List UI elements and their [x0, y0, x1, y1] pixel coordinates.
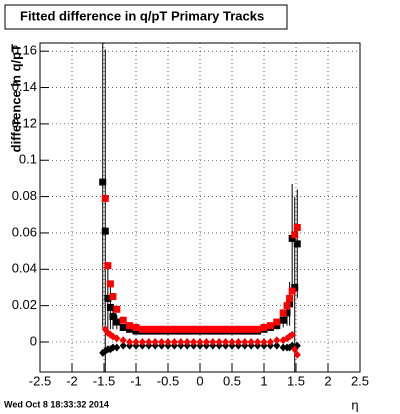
point: [228, 325, 236, 333]
point: [202, 325, 210, 333]
point: [273, 341, 281, 350]
point: [283, 302, 291, 310]
point: [273, 336, 281, 345]
plot-area: [99, 43, 301, 372]
y-tick-label: 0.08: [12, 188, 37, 203]
point: [266, 322, 274, 330]
point: [279, 309, 287, 317]
point: [293, 350, 301, 359]
point: [151, 338, 159, 347]
y-tick-label: 0.14: [12, 79, 37, 94]
point: [241, 325, 249, 333]
point: [291, 231, 299, 239]
point: [158, 325, 166, 333]
point: [170, 338, 178, 347]
point: [288, 287, 296, 295]
point: [170, 325, 178, 333]
point: [104, 294, 112, 302]
point: [279, 316, 287, 324]
point: [109, 313, 117, 321]
y-tick-label: 0.04: [12, 261, 37, 276]
y-tick-label: 0.1: [19, 152, 37, 167]
point: [247, 338, 255, 347]
point: [293, 240, 301, 248]
point: [266, 338, 274, 347]
x-tick-label: -0.5: [157, 373, 179, 388]
y-tick-label: 0.02: [12, 297, 37, 312]
point: [247, 325, 255, 333]
point: [101, 227, 109, 235]
point: [126, 322, 134, 330]
point: [126, 325, 134, 333]
point: [288, 330, 296, 339]
title-box: [4, 4, 288, 30]
point: [101, 194, 109, 202]
point: [291, 283, 299, 291]
x-tick-label: 2.5: [351, 373, 369, 388]
point: [209, 325, 217, 333]
point: [126, 338, 134, 347]
y-tick-label: 0.06: [12, 224, 37, 239]
point: [254, 338, 262, 347]
point: [196, 325, 204, 333]
point: [293, 223, 301, 231]
point: [99, 178, 107, 186]
x-axis-label: η: [351, 397, 358, 412]
x-tick-label: -1: [130, 373, 142, 388]
x-tick-label: -2.5: [29, 373, 51, 388]
y-tick-label: 0.16: [12, 43, 37, 58]
point: [234, 338, 242, 347]
point: [113, 343, 121, 352]
point: [138, 338, 146, 347]
chart-title: Fitted difference in q/pT Primary Tracks: [20, 8, 264, 23]
point: [177, 325, 185, 333]
point: [106, 280, 114, 288]
point: [286, 294, 294, 302]
point: [183, 325, 191, 333]
point: [222, 338, 230, 347]
point: [119, 341, 127, 350]
point: [119, 323, 127, 331]
point: [151, 325, 159, 333]
point: [109, 343, 117, 352]
point: [113, 318, 121, 326]
point: [119, 316, 127, 324]
footer: Wed Oct 8 18:33:32 2014: [4, 399, 109, 409]
point: [283, 309, 291, 317]
point: [279, 343, 287, 352]
x-tick-label: -1.5: [93, 373, 115, 388]
point: [202, 338, 210, 347]
point: [222, 325, 230, 333]
point: [138, 325, 146, 333]
point: [288, 234, 296, 242]
y-tick-label: 0.12: [12, 115, 37, 130]
point: [291, 345, 299, 354]
y-axis-label: difference in q/pT: [8, 44, 23, 152]
point: [254, 325, 262, 333]
point: [145, 325, 153, 333]
x-tick-label: -2: [66, 373, 78, 388]
point: [273, 322, 281, 330]
y-tick-label: 0: [30, 333, 37, 348]
x-tick-label: 1.5: [287, 373, 305, 388]
point: [164, 325, 172, 333]
x-tick-label: 0.5: [223, 373, 241, 388]
point: [109, 293, 117, 301]
point: [158, 338, 166, 347]
point: [215, 338, 223, 347]
point: [190, 338, 198, 347]
point: [215, 325, 223, 333]
point: [183, 338, 191, 347]
x-tick-label: 0: [196, 373, 203, 388]
point: [273, 318, 281, 326]
x-tick-label: 2: [324, 373, 331, 388]
point: [113, 334, 121, 343]
x-tick-label: 1: [260, 373, 267, 388]
point: [104, 262, 112, 270]
point: [106, 303, 114, 311]
point: [190, 325, 198, 333]
point: [113, 305, 121, 313]
point: [234, 325, 242, 333]
